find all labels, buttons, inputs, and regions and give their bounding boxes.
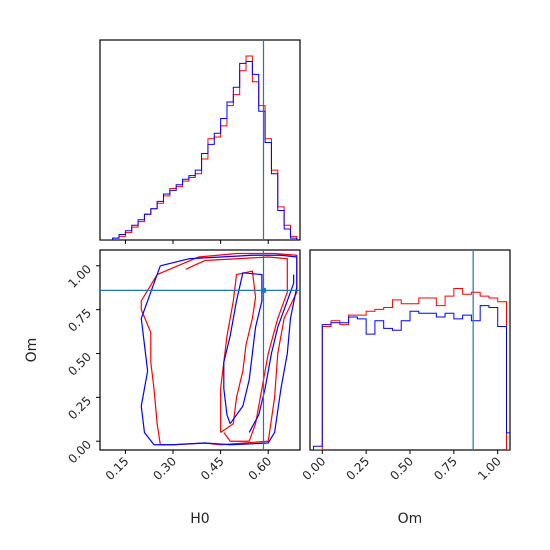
om-axis-label-bottom: Om xyxy=(398,511,423,527)
om-histogram xyxy=(310,250,510,450)
om-xtick-label-3: 0.75 xyxy=(431,454,460,483)
contour-ytick-label-2: 0.50 xyxy=(65,350,94,379)
contour-xtick-label-3: 0.60 xyxy=(246,454,275,483)
contour-truth-marker xyxy=(260,287,266,293)
contour-xtick-label-1: 0.30 xyxy=(150,454,179,483)
contour-1 xyxy=(220,270,257,433)
contour-3 xyxy=(140,254,298,446)
contour-ytick-label-1: 0.25 xyxy=(65,394,94,423)
contour-ytick-label-3: 0.75 xyxy=(65,306,94,335)
contour-2 xyxy=(185,256,288,442)
contour-5 xyxy=(248,274,295,433)
om-xtick-label-4: 1.00 xyxy=(475,454,504,483)
h0-axis-label: H0 xyxy=(190,511,209,527)
h0-hist-series-1 xyxy=(100,61,298,240)
h0-hist-series-0 xyxy=(100,55,298,240)
om-hist-series-1 xyxy=(310,305,510,450)
om-histogram-frame xyxy=(309,249,511,451)
contour-ytick-label-0: 0.00 xyxy=(65,437,94,466)
contour-0 xyxy=(140,252,298,446)
om-axis-label-left: Om xyxy=(24,338,40,363)
om-xtick-label-2: 0.50 xyxy=(387,454,416,483)
h0-histogram xyxy=(100,40,298,240)
om-hist-series-0 xyxy=(310,288,510,450)
contour-xtick-label-0: 0.15 xyxy=(103,454,132,483)
contour-panel-frame xyxy=(99,249,301,451)
contour-xtick-label-2: 0.45 xyxy=(198,454,227,483)
h0-histogram-frame xyxy=(99,39,301,241)
contour-ytick-label-4: 1.00 xyxy=(65,262,94,291)
contour-4 xyxy=(223,272,263,425)
h0-om-contour xyxy=(100,250,300,450)
om-xtick-label-0: 0.00 xyxy=(300,454,329,483)
om-xtick-label-1: 0.25 xyxy=(343,454,372,483)
